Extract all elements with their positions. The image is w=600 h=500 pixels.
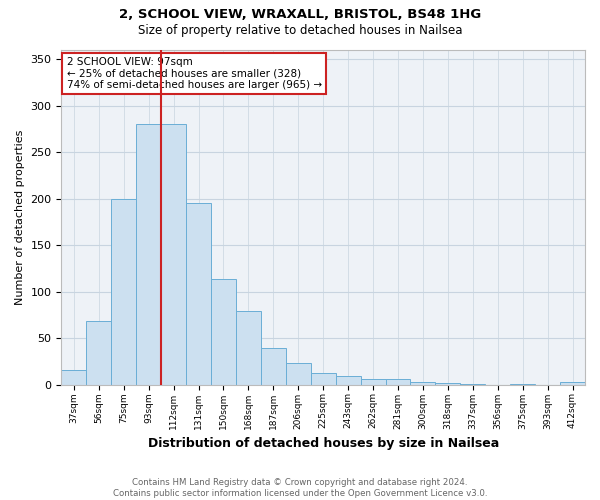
Bar — [236, 311, 261, 384]
Bar — [111, 198, 136, 384]
Bar — [361, 379, 386, 384]
Bar — [61, 370, 86, 384]
Bar — [335, 376, 361, 384]
Bar — [186, 204, 211, 384]
Bar — [386, 379, 410, 384]
Text: 2, SCHOOL VIEW, WRAXALL, BRISTOL, BS48 1HG: 2, SCHOOL VIEW, WRAXALL, BRISTOL, BS48 1… — [119, 8, 481, 20]
Text: Contains HM Land Registry data © Crown copyright and database right 2024.
Contai: Contains HM Land Registry data © Crown c… — [113, 478, 487, 498]
Bar — [436, 383, 460, 384]
Bar — [261, 348, 286, 384]
Text: 2 SCHOOL VIEW: 97sqm
← 25% of detached houses are smaller (328)
74% of semi-deta: 2 SCHOOL VIEW: 97sqm ← 25% of detached h… — [67, 56, 322, 90]
Bar — [311, 372, 335, 384]
Y-axis label: Number of detached properties: Number of detached properties — [15, 130, 25, 305]
Bar — [410, 382, 436, 384]
Bar — [136, 124, 161, 384]
Bar — [161, 124, 186, 384]
X-axis label: Distribution of detached houses by size in Nailsea: Distribution of detached houses by size … — [148, 437, 499, 450]
Bar — [560, 382, 585, 384]
Bar — [286, 364, 311, 384]
Bar — [211, 278, 236, 384]
Bar — [86, 322, 111, 384]
Text: Size of property relative to detached houses in Nailsea: Size of property relative to detached ho… — [138, 24, 462, 37]
